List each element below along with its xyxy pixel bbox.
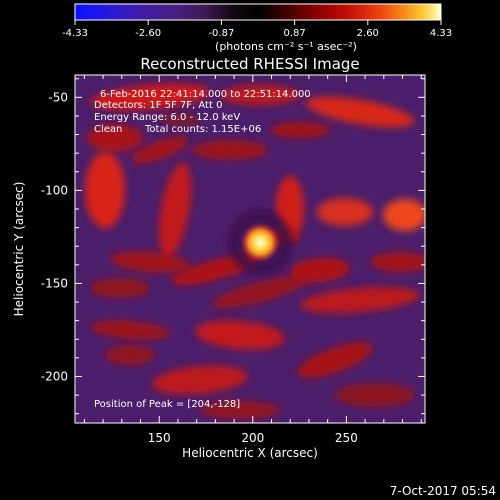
image-lobe [383,199,425,231]
image-lobe [90,83,210,111]
image-lobe [270,122,330,138]
colorbar-tick-label: -4.33 [62,28,88,39]
x-tick-label: 200 [241,431,264,445]
annotation-peak: Position of Peak = [204,-128] [94,399,240,410]
image-lobe [85,152,125,228]
image-lobe [211,275,309,309]
x-axis: 150 200 250 [83,75,422,445]
chart-title: Reconstructed RHESSI Image [140,55,359,73]
image-lobe [160,113,200,127]
colorbar-tick-label: 0.87 [283,28,305,39]
image-lobe [335,383,415,407]
colorbar-tick-label: 2.60 [357,28,379,39]
plot-frame [74,74,426,424]
image-lobe [105,345,155,365]
image-ring [229,211,292,274]
image-lobe [220,85,300,105]
image-lobe [297,342,373,378]
y-tick-label: -50 [48,90,68,104]
image-lobe [87,124,143,152]
image-lobe [110,251,190,273]
colorbar-ticks: -4.33 -2.60 -0.87 0.87 2.60 4.33 [62,20,452,39]
x-axis-label: Heliocentric X (arcsec) [182,446,318,460]
image-lobe [195,320,285,350]
y-tick-label: -100 [41,183,68,197]
image-lobe [131,136,189,164]
x-tick-label: 250 [335,431,358,445]
colorbar-tick-label: -2.60 [135,28,161,39]
x-tick-label: 150 [148,431,171,445]
peak-source [240,222,281,263]
image-lobe [90,278,150,298]
annotation-detectors: Detectors: 1F 5F 7F, Att 0 [94,100,222,111]
colorbar [74,3,442,21]
image-lobe [158,162,192,258]
image-lobe [305,96,415,128]
annotation-time: 6-Feb-2016 22:41:14.000 to 22:51:14.000 [100,89,311,100]
image-lobe [192,140,268,160]
annotation-clean: Clean [94,124,122,135]
image-lobe [152,365,248,395]
colorbar-unit-label: (photons cm⁻² s⁻¹ asec⁻²) [215,40,357,53]
heatmap-image [85,83,425,419]
colorbar-tick-label: -0.87 [208,28,234,39]
image-lobe [300,286,420,314]
image-lobe [290,257,350,283]
y-tick-label: -150 [41,276,68,290]
annotation-energy: Energy Range: 6.0 - 12.0 keV [94,112,240,123]
image-lobe [317,198,373,226]
image-lobe [370,252,425,272]
y-axis-label: Heliocentric Y (arcsec) [12,182,26,317]
colorbar-tick-label: 4.33 [430,28,452,39]
image-lobe [90,320,170,340]
footer-date: 7-Oct-2017 05:54 [390,484,496,498]
y-axis: -50 -100 -150 -200 [41,78,425,415]
annotation-counts: Total counts: 1.15E+06 [144,124,261,135]
y-tick-label: -200 [41,369,68,383]
image-lobe [200,401,280,419]
